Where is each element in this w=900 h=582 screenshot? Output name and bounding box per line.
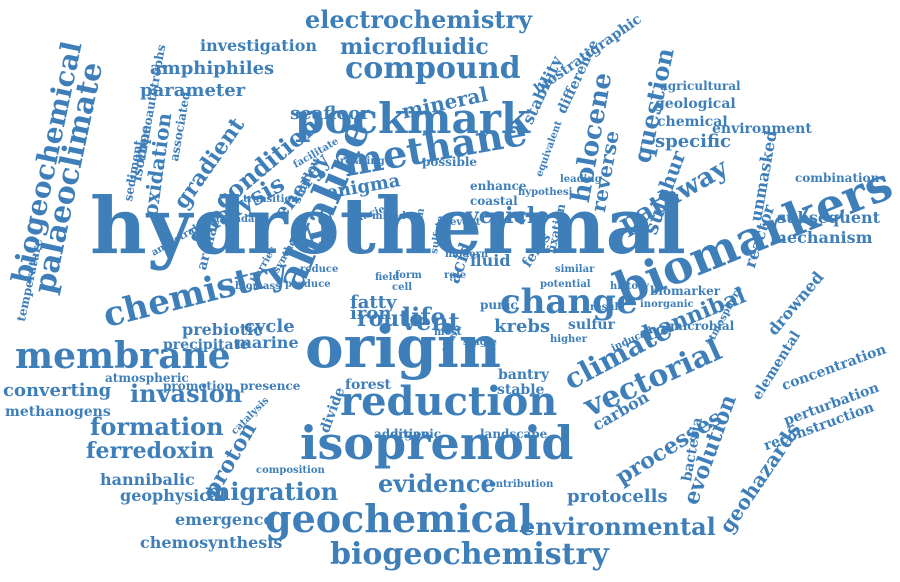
word: geophysical [120,486,226,505]
word: most [434,327,462,338]
word: coastal [470,194,518,208]
word: biogeochemistry [330,537,609,572]
word: hannibalic [100,470,195,489]
word: sulfur [568,317,615,333]
word: reduce [300,264,339,275]
word: drowned [763,267,828,339]
word: marine [235,333,299,352]
word: ferredoxin [86,438,215,464]
word: stable [497,382,545,398]
word: geochemical [265,496,533,541]
word: biomass [235,281,281,292]
word: contribution [483,479,554,490]
word: relating [340,156,385,167]
word: route [357,306,424,332]
word: hypothesi [518,187,573,198]
word: hydrothermal [90,181,686,272]
word: iron [350,303,392,324]
word: possible [422,155,478,169]
word: role [444,270,467,281]
word: electrochemistry [305,5,533,34]
word: agricultural [660,79,741,93]
word: environment [712,121,812,137]
word: specific [655,131,732,152]
word: precipitate [163,337,249,353]
word: similar [555,264,595,275]
word: history [610,281,650,292]
word: parameter [140,80,246,101]
word: produce [285,279,331,290]
word: single [463,337,497,348]
word: formation [90,412,224,441]
word: microfluidic [340,34,489,60]
word: emergence [175,510,274,529]
word: result [590,302,623,313]
word: change [500,282,638,322]
word: vent [402,307,460,336]
word: combination [795,171,880,185]
word: addition [374,427,430,441]
word: transition [243,194,299,205]
word: event [450,217,481,228]
word: inorganic [640,299,694,310]
word: cycle [244,316,295,337]
word: promotion [163,379,234,393]
word: equivalent [534,119,565,179]
word: fatty [350,292,397,313]
word: leading [560,174,602,185]
word: isoprenoid [300,416,574,470]
word: modern [445,249,489,260]
word: field [375,272,400,283]
word: organic [390,427,442,441]
word: compound [345,51,521,86]
word: krebs [494,316,551,337]
word: methanogens [5,404,111,420]
word: evidence [378,469,496,498]
word: composition [256,465,325,476]
word: prebiotic [182,320,263,339]
word: microbial [670,319,735,333]
word: enhance [470,179,527,193]
word: origin [305,313,502,381]
word: fluid [470,251,511,270]
word: environmental [520,512,716,541]
word: protocells [567,486,668,507]
word: forest [345,377,391,393]
word: bantry [498,367,550,383]
word: reduction [340,378,558,425]
word: investigation [200,36,317,55]
word: atmospheric [105,371,189,385]
word: cell [392,282,413,293]
word: landscape [480,427,548,441]
word: punic [480,298,518,312]
word: potential [540,279,591,290]
word: invasion [130,379,243,408]
word: form [395,270,422,281]
word: elemental [749,328,804,403]
word: subsequent [777,208,881,227]
word: abundant [213,214,267,225]
word: geological [655,96,736,112]
word: mixed [372,211,406,222]
word: converting [3,380,112,401]
word: life [402,302,446,331]
word: seafloor [290,103,370,124]
word: higher [550,334,587,345]
word: mechanism [770,228,873,247]
word: migration [205,477,339,506]
word: chemical [657,114,728,130]
word: membrane [15,335,231,377]
word: presence [240,379,301,393]
word: vesicle [466,203,550,229]
word: biomarker [650,284,721,298]
word: chemosynthesis [140,533,283,552]
word: amphiphiles [150,58,275,79]
word: pockmark [295,94,530,143]
